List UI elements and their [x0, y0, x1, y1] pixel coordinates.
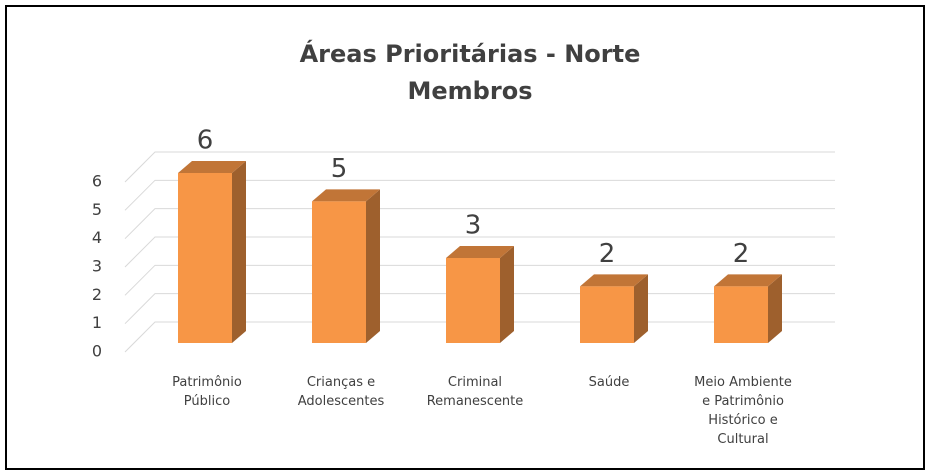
grid-line — [124, 264, 835, 296]
y-tick-label: 4 — [92, 228, 102, 247]
bar-top — [580, 274, 648, 287]
chart-subtitle: Membros — [408, 77, 533, 105]
bar-side — [768, 274, 782, 343]
bar-front — [446, 258, 500, 343]
value-label: 2 — [733, 239, 750, 269]
bar-side — [634, 274, 648, 343]
bar — [178, 161, 246, 343]
bar — [312, 189, 380, 343]
bar-front — [580, 286, 634, 343]
x-tick-label: Patrimônio Público — [172, 375, 242, 409]
bar — [714, 274, 782, 343]
x-tick-label: Meio Ambiente e Patrimônio Histórico e Cult… — [694, 375, 792, 447]
y-tick-label: 5 — [92, 200, 102, 219]
bar-front — [178, 173, 232, 343]
bar-top — [312, 189, 380, 202]
y-tick-label: 2 — [92, 285, 102, 304]
bar-side — [366, 189, 380, 343]
x-tick-label: Saúde — [589, 375, 630, 390]
bar-side — [500, 246, 514, 343]
bar-top — [714, 274, 782, 287]
bar-side — [232, 161, 246, 343]
value-label: 3 — [465, 211, 482, 241]
value-label: 6 — [197, 126, 214, 156]
bar — [580, 274, 648, 343]
y-tick-label: 0 — [92, 342, 102, 361]
value-label: 2 — [599, 239, 616, 269]
grid-line — [124, 208, 835, 240]
bar-top — [446, 246, 514, 258]
value-label: 5 — [331, 154, 348, 184]
y-tick-label: 3 — [92, 257, 102, 276]
grid-line — [124, 236, 835, 268]
bar-front — [714, 286, 768, 343]
grid-line — [124, 151, 835, 183]
chart-title: Áreas Prioritárias - Norte — [300, 39, 641, 68]
y-tick-label: 6 — [92, 172, 102, 191]
bar-front — [312, 201, 366, 343]
x-tick-label: Crianças e Adolescentes — [298, 375, 385, 409]
bar — [446, 246, 514, 343]
y-tick-label: 1 — [92, 313, 102, 332]
x-tick-label: Criminal Remanescente — [427, 375, 524, 409]
bar-top — [178, 161, 246, 173]
grid-line — [124, 179, 835, 211]
